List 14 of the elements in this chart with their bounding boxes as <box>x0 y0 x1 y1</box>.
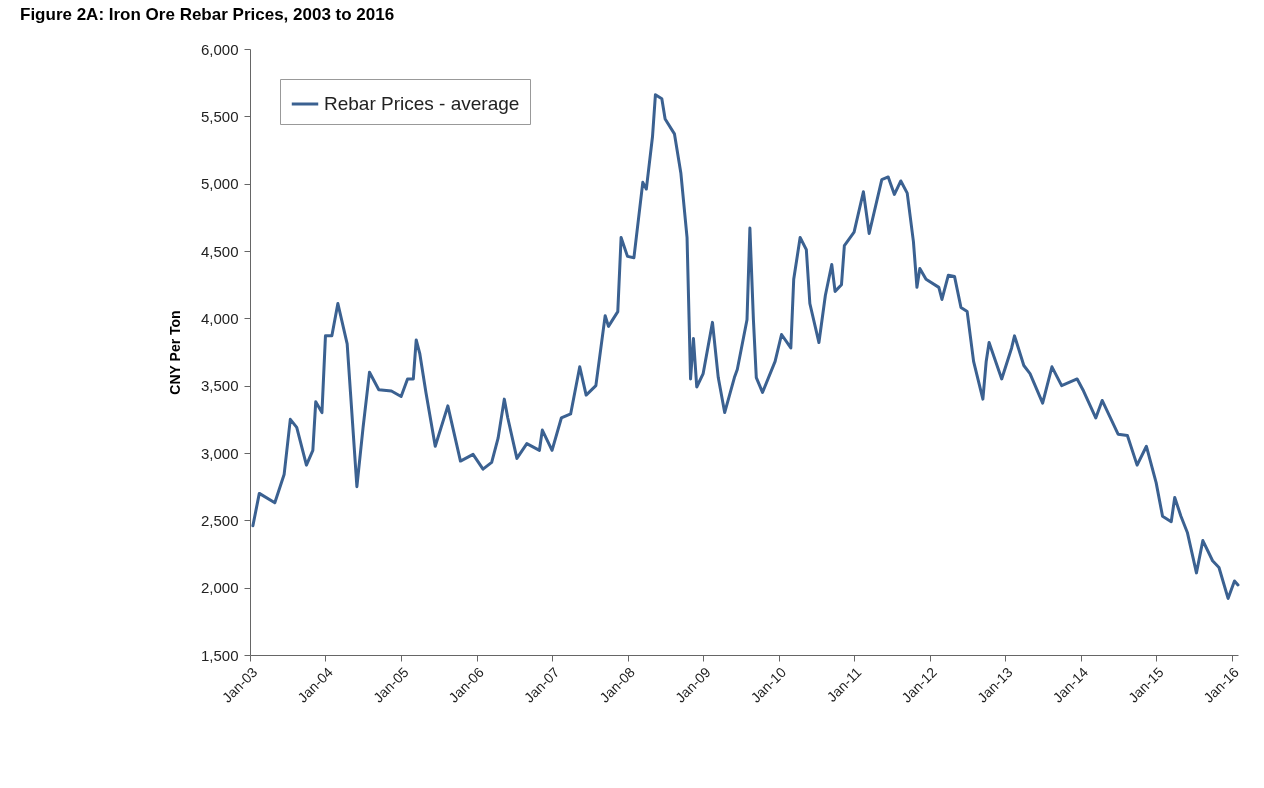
y-tick-label: 4,500 <box>200 242 239 260</box>
y-axis-title: CNY Per Ton <box>166 310 183 395</box>
chart-title: Figure 2A: Iron Ore Rebar Prices, 2003 to 2016 <box>20 5 395 24</box>
y-tick-label: 1,500 <box>200 646 239 664</box>
y-tick-label: 6,000 <box>200 40 239 58</box>
y-tick-label: 3,500 <box>200 377 239 395</box>
y-tick-label: 2,500 <box>200 511 239 529</box>
y-tick-label: 4,000 <box>200 309 239 327</box>
legend-label: Rebar Prices - average <box>324 93 520 114</box>
y-tick-label: 5,000 <box>200 175 239 193</box>
line-series <box>251 93 1240 600</box>
y-tick-label: 3,000 <box>200 444 239 462</box>
y-tick-label: 2,000 <box>200 579 239 597</box>
y-tick-label: 5,500 <box>200 107 239 125</box>
